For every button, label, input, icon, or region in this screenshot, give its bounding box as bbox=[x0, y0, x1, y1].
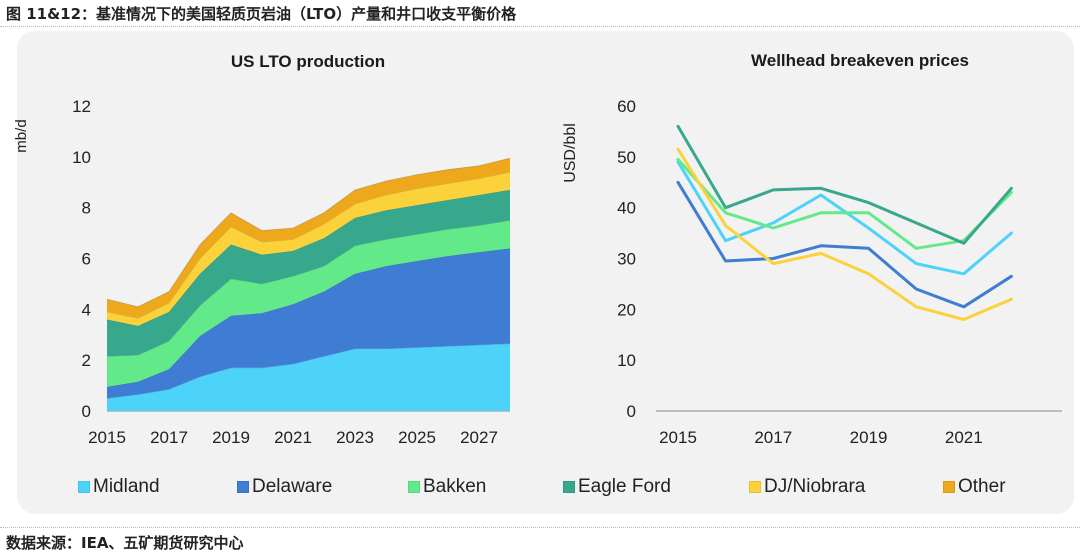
area-dj-niobrara bbox=[107, 172, 510, 326]
legend-label: Other bbox=[958, 476, 1006, 497]
line-bakken bbox=[676, 157, 1013, 250]
lto-production-ylabel: mb/d bbox=[13, 119, 30, 152]
breakeven-prices-title: Wellhead breakeven prices bbox=[751, 51, 969, 70]
lto-y-tick-label: 8 bbox=[82, 199, 91, 218]
lto-production-chart: US LTO production mb/d 0 2 4 6 8 10 12 2015 2017… bbox=[13, 52, 511, 447]
lto-x-tick-label: 2019 bbox=[212, 428, 250, 447]
legend-item-other: Other bbox=[943, 474, 1006, 500]
legend-swatch-dj-niobrara bbox=[749, 481, 761, 493]
area-bakken bbox=[107, 220, 510, 387]
legend-label: Delaware bbox=[252, 476, 333, 497]
area-eagle-ford bbox=[107, 189, 510, 357]
lto-x-tick-label: 2027 bbox=[460, 428, 498, 447]
source-note: 数据来源：IEA、五矿期货研究中心 bbox=[6, 534, 244, 552]
legend-swatch-delaware bbox=[237, 481, 249, 493]
lto-x-tick-label: 2017 bbox=[150, 428, 188, 447]
area-edge-eagle-ford bbox=[106, 189, 511, 327]
legend-swatch-eagle-ford bbox=[563, 481, 575, 493]
legend-label: Bakken bbox=[423, 476, 487, 497]
lto-x-tick-label: 2015 bbox=[88, 428, 126, 447]
lto-y-tick-label: 10 bbox=[72, 148, 91, 167]
lto-production-title: US LTO production bbox=[231, 52, 385, 71]
breakeven-prices-axes: 0 10 20 30 40 50 60 2015 2017 2019 2021 bbox=[617, 97, 1062, 447]
breakeven-prices-lines bbox=[676, 124, 1013, 321]
breakeven-y-tick-label: 20 bbox=[617, 300, 636, 319]
legend-item-bakken: Bakken bbox=[408, 474, 486, 500]
breakeven-x-tick-label: 2019 bbox=[850, 428, 888, 447]
breakeven-x-tick-label: 2021 bbox=[945, 428, 983, 447]
breakeven-y-tick-label: 10 bbox=[617, 351, 636, 370]
legend-item-dj-niobrara: DJ/Niobrara bbox=[749, 474, 865, 500]
lto-y-tick-label: 0 bbox=[82, 402, 91, 421]
lto-y-tick-label: 6 bbox=[82, 250, 91, 269]
legend-swatch-bakken bbox=[408, 481, 420, 493]
line-delaware bbox=[676, 180, 1013, 309]
area-delaware bbox=[107, 248, 510, 399]
lto-y-tick-label: 2 bbox=[82, 351, 91, 370]
legend-swatch-midland bbox=[78, 481, 90, 493]
breakeven-prices-ylabel: USD/bbl bbox=[562, 123, 579, 183]
legend-label: DJ/Niobrara bbox=[764, 476, 866, 497]
line-dj-niobrara bbox=[676, 147, 1013, 321]
breakeven-y-tick-label: 60 bbox=[617, 97, 636, 116]
line-midland bbox=[676, 160, 1013, 276]
legend-label: Eagle Ford bbox=[578, 476, 671, 497]
legend-label: Midland bbox=[93, 476, 160, 497]
breakeven-x-tick-label: 2017 bbox=[754, 428, 792, 447]
lto-x-tick-label: 2021 bbox=[274, 428, 312, 447]
lto-production-areas bbox=[106, 157, 511, 411]
legend: Midland Delaware Bakken Eagle Ford DJ/Niobra… bbox=[0, 474, 1080, 500]
breakeven-prices-chart: Wellhead breakeven prices USD/bbl 0 10 20 3… bbox=[562, 51, 1062, 447]
lto-x-tick-label: 2023 bbox=[336, 428, 374, 447]
lto-y-tick-label: 12 bbox=[72, 97, 91, 116]
lto-y-tick-label: 4 bbox=[82, 300, 91, 319]
legend-item-eagle-ford: Eagle Ford bbox=[563, 474, 671, 500]
breakeven-y-tick-label: 50 bbox=[617, 148, 636, 167]
lto-x-tick-label: 2025 bbox=[398, 428, 436, 447]
breakeven-x-tick-label: 2015 bbox=[659, 428, 697, 447]
legend-item-midland: Midland bbox=[78, 474, 160, 500]
top-divider bbox=[0, 26, 1080, 27]
bottom-divider bbox=[0, 527, 1080, 528]
legend-swatch-other bbox=[943, 481, 955, 493]
area-edge-other bbox=[106, 157, 511, 308]
breakeven-y-tick-label: 30 bbox=[617, 250, 636, 269]
area-midland bbox=[107, 343, 510, 411]
legend-item-delaware: Delaware bbox=[237, 474, 332, 500]
area-other bbox=[107, 158, 510, 319]
figure-title: 图 11&12：基准情况下的美国轻质页岩油（LTO）产量和井口收支平衡价格 bbox=[6, 5, 517, 23]
breakeven-y-tick-label: 0 bbox=[627, 402, 636, 421]
line-eagle-ford bbox=[676, 124, 1013, 245]
breakeven-y-tick-label: 40 bbox=[617, 199, 636, 218]
